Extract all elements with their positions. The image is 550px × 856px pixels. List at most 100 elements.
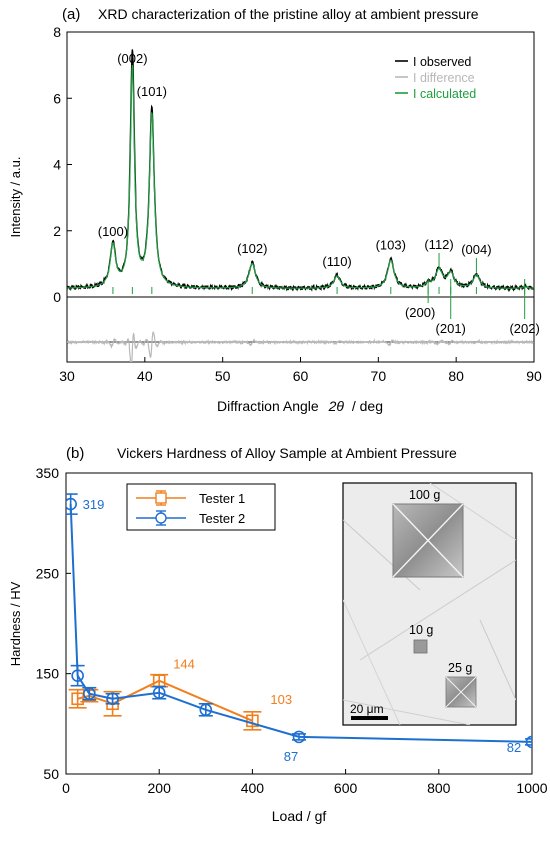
xrd-panel: (a) XRD characterization of the pristine… [8,6,542,414]
data-point-circle [525,735,532,749]
indent-10g [413,639,428,654]
data-point-circle [106,692,119,706]
xrd-y-tick-label: 8 [53,24,61,40]
legend-difference-label: I difference [413,71,475,85]
scale-bar [351,716,388,720]
indentation-micrograph-inset: 100 g 10 g 25 g 20 μm [342,482,517,726]
legend-tester1-marker [155,492,167,504]
data-point-circle [83,687,96,701]
indent-10g-shape [413,639,428,654]
data-point-circle [71,669,84,682]
legend-tester1-label: Tester 1 [199,491,245,506]
data-point-circle [292,730,306,744]
hardness-y-axis-label: Hardness / HV [8,581,23,666]
scratch-line [343,699,471,725]
indent-100g [392,503,464,578]
peak-label: (102) [237,241,267,256]
xrd-y-ticks: 0 2 4 6 8 [53,24,72,305]
hardness-y-tick-label: 50 [43,766,59,782]
peak-label: (201) [436,321,466,336]
inset-label-10g: 10 g [409,623,433,637]
series-calculated-line [67,64,534,289]
xrd-x-axis-label-text: Diffraction Angle [217,398,319,414]
peak-label: (004) [461,242,491,257]
data-point-circle [199,703,213,717]
panel-a-title: XRD characterization of the pristine all… [98,6,479,22]
hardness-series [66,493,532,749]
series-tester-2 [66,493,532,749]
data-point-circle [66,497,77,511]
hardness-legend-box [126,483,276,531]
xrd-x-tick-label: 40 [137,368,153,384]
panel-a-tag: (a) [62,6,80,23]
hardness-x-tick-label: 0 [62,780,70,796]
scratch-line [343,599,401,725]
hardness-x-axis-label: Load / gf [272,808,327,824]
series-difference-line [67,331,534,362]
xrd-x-tick-label: 80 [448,368,464,384]
value-annotation: 144 [173,657,195,672]
value-annotation: 103 [270,692,292,707]
legend-tester1-swatch [136,490,186,506]
peak-label: (200) [405,305,435,320]
hardness-y-tick-label: 250 [36,565,60,581]
xrd-x-tick-label: 60 [293,368,309,384]
legend-calculated-label: I calculated [413,87,476,101]
peak-label: (202) [509,321,539,336]
series-line [69,504,532,743]
legend-observed-label: I observed [413,55,471,69]
hardness-x-tick-label: 400 [241,780,265,796]
xrd-legend: I observed I difference I calculated [395,55,476,101]
xrd-y-axis-label: Intensity / a.u. [8,157,23,238]
peak-label: (112) [424,237,453,252]
peak-labels: (100) (002) (101) (102) (110) (103) (200) (112)… [98,51,540,336]
xrd-y-tick-label: 2 [53,223,61,239]
inset-texture [343,483,516,725]
scratch-line [479,619,516,701]
legend-tester2-label: Tester 2 [199,511,245,526]
xrd-x-axis-label: Diffraction Angle 2θ / deg [217,398,383,414]
hardness-x-ticks: 0 200 400 600 800 1000 [62,769,548,796]
scratch-line [343,519,421,591]
peak-label: (110) [322,254,351,269]
xrd-y-tick-label: 4 [53,157,61,173]
hardness-legend: Tester 1 Tester 2 [126,483,276,531]
xrd-x-axis-label-unit: / deg [352,398,383,414]
panel-b-tag: (b) [66,445,84,462]
value-annotation: 319 [83,497,105,512]
hardness-annotations: 319 144 103 87 82 [83,497,522,764]
peak-label: (100) [98,224,128,239]
value-annotation: 82 [507,740,521,755]
hardness-x-tick-label: 200 [148,780,172,796]
peak-label: (101) [137,84,167,99]
xrd-x-tick-label: 30 [59,368,75,384]
scratch-line [359,559,516,661]
legend-tester2-swatch [136,510,186,526]
xrd-x-tick-label: 90 [526,368,542,384]
indent-100g-diagonal [392,503,464,578]
scratch-line [429,483,516,541]
scale-bar-label: 20 μm [350,702,384,716]
hardness-x-tick-label: 600 [334,780,358,796]
xrd-y-tick-label: 6 [53,90,61,106]
data-point-circle [152,686,166,700]
series-tester-1 [68,673,262,731]
hardness-x-tick-label: 800 [427,780,451,796]
hardness-y-ticks: 50 150 250 350 [36,465,71,782]
hardness-y-tick-label: 150 [36,666,60,682]
inset-label-100g: 100 g [409,488,440,502]
xrd-y-tick-label: 0 [53,289,61,305]
indent-25g-diagonal [445,676,477,708]
hardness-y-tick-label: 350 [36,465,60,481]
peak-label: (103) [376,238,406,253]
peak-label: (002) [117,51,147,66]
hardness-x-tick-label: 1000 [516,780,547,796]
hardness-panel: (b) Vickers Hardness of Alloy Sample at … [8,445,548,824]
legend-tester2-marker [155,512,167,524]
value-annotation: 87 [284,749,298,764]
xrd-x-tick-label: 70 [371,368,387,384]
hardness-plot-frame [65,472,533,775]
indent-25g [445,676,477,708]
xrd-x-ticks: 30 40 50 60 70 80 90 [59,357,542,384]
